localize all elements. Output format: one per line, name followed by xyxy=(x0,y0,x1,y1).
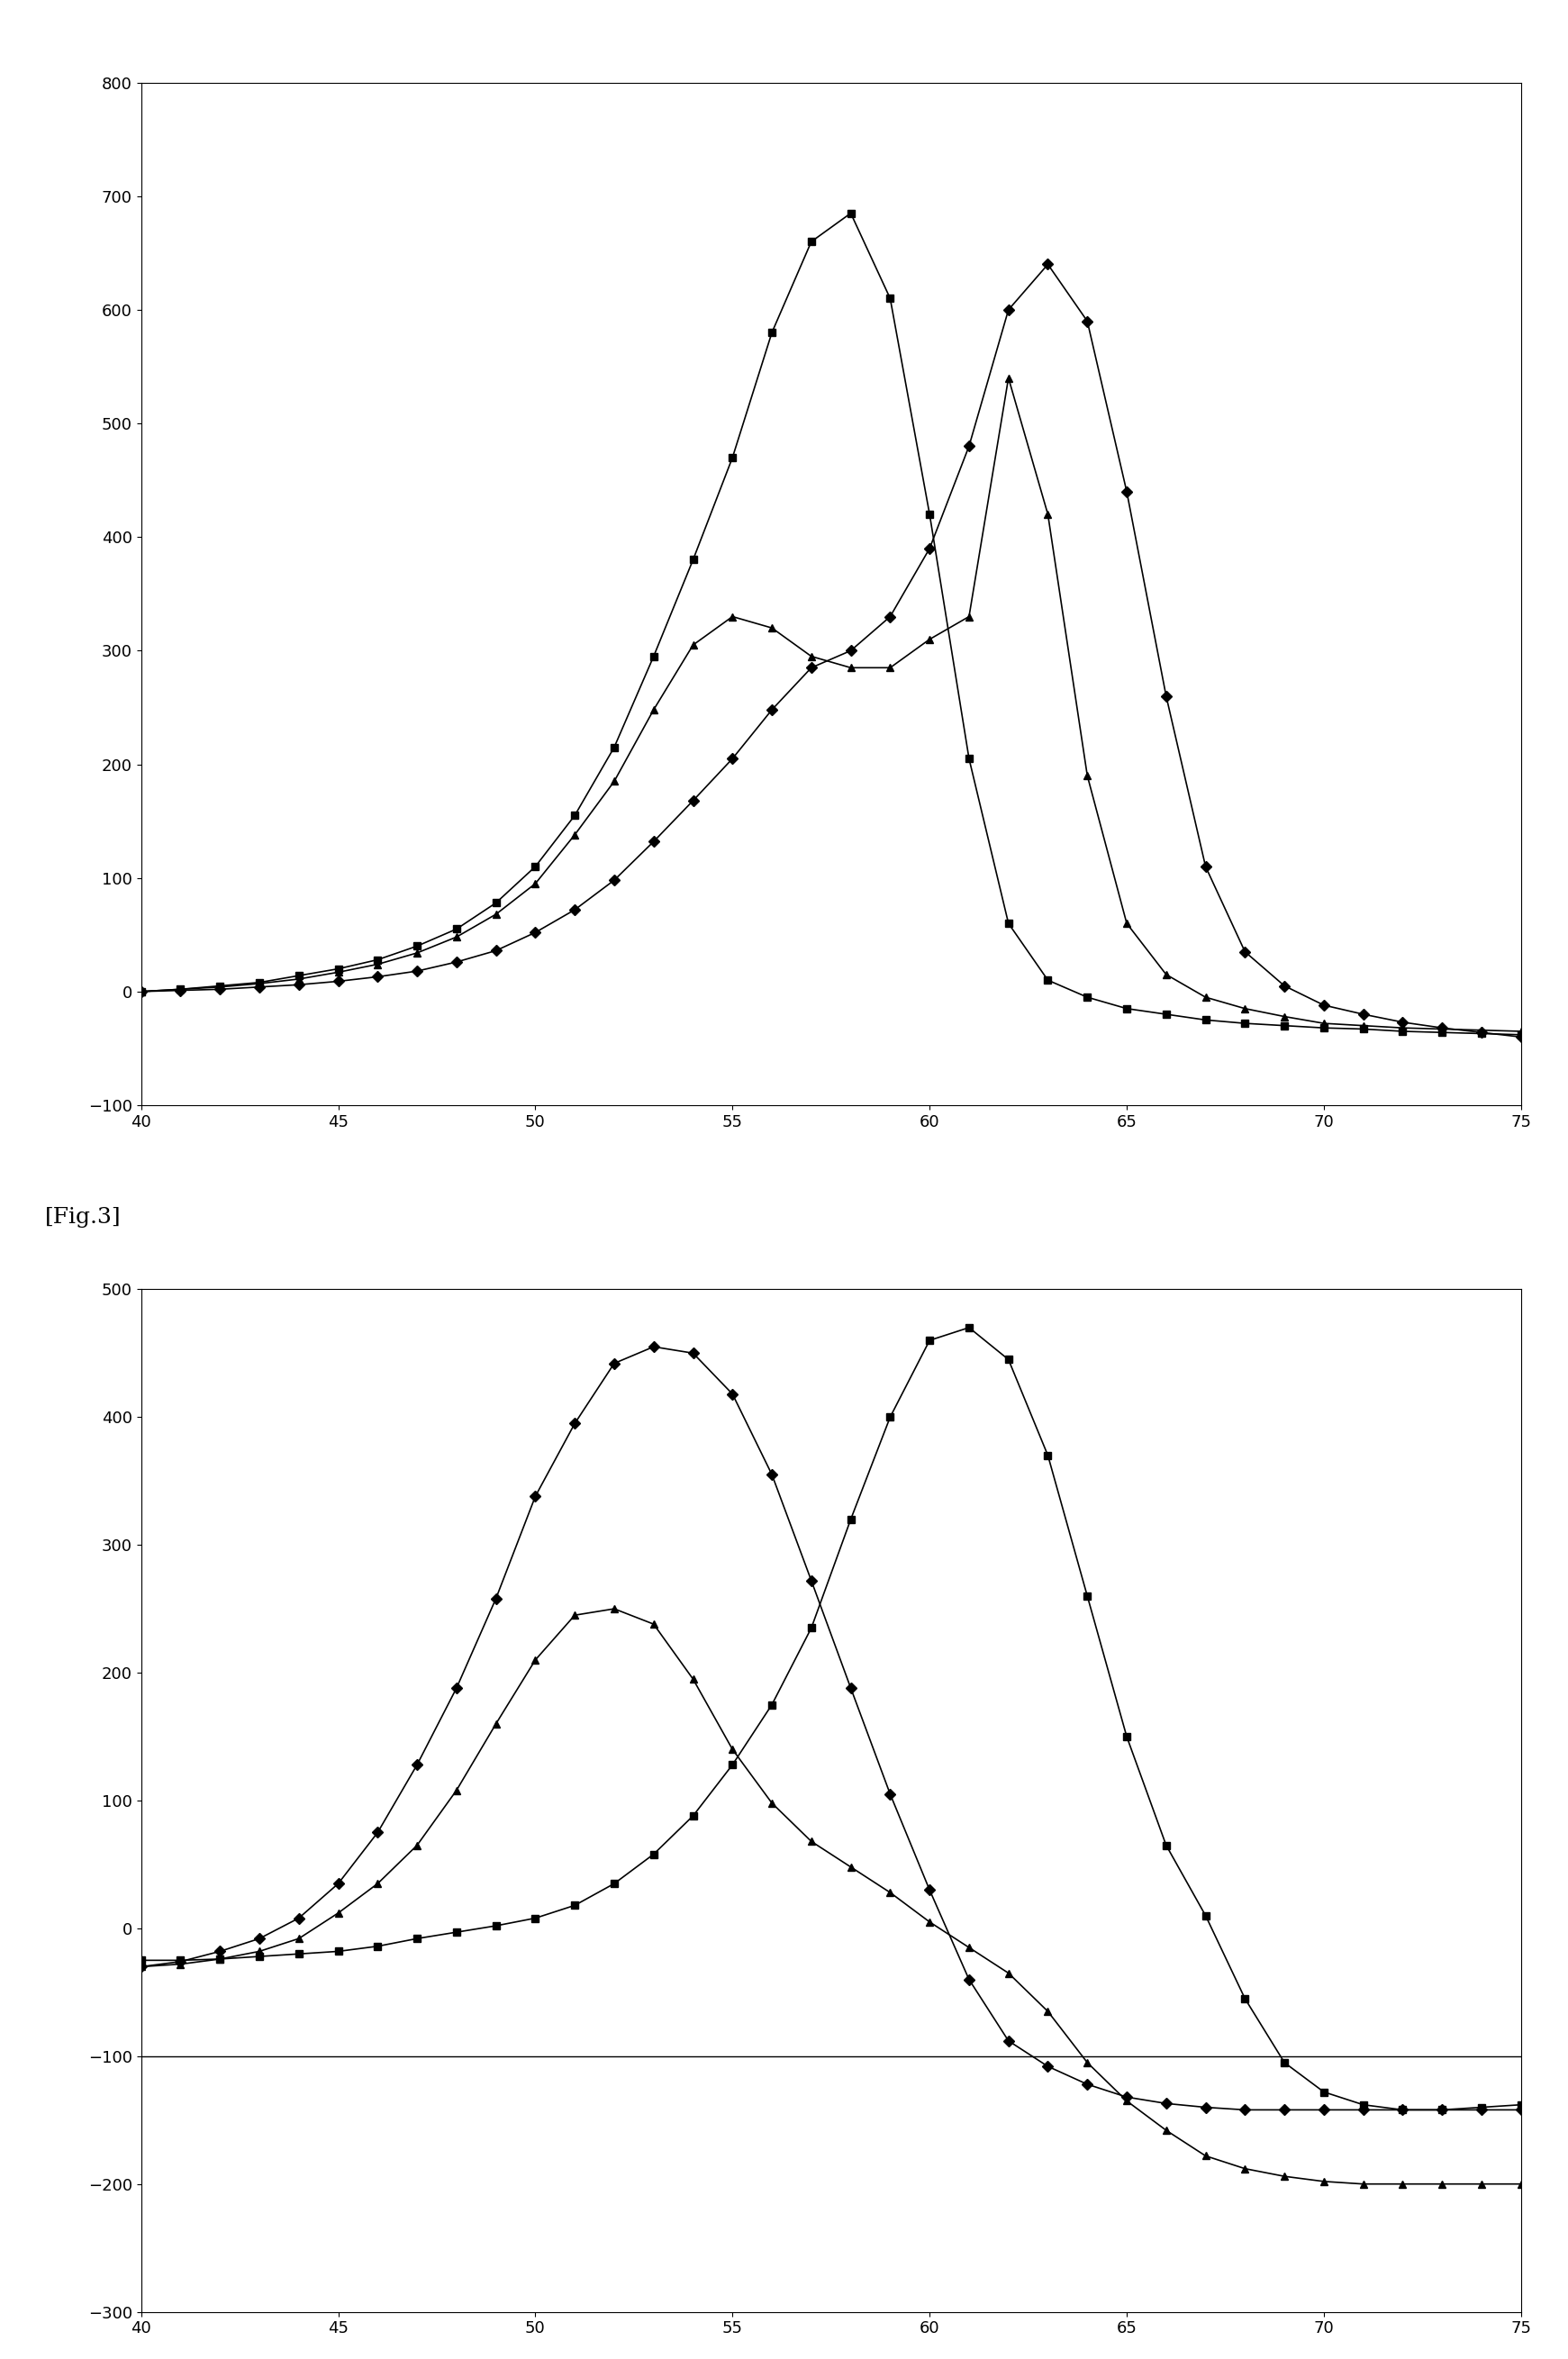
Text: [Fig.3]: [Fig.3] xyxy=(44,1208,121,1229)
